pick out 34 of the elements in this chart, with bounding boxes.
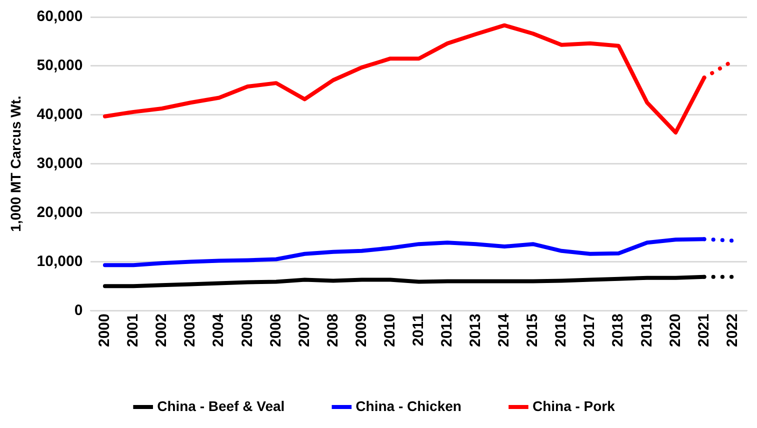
x-tick-label: 2009 <box>352 314 370 348</box>
x-tick-label: 2020 <box>666 314 684 348</box>
x-tick-label: 2003 <box>182 314 199 348</box>
x-tick-label: 2018 <box>610 314 627 348</box>
x-tick-label: 2019 <box>638 314 656 348</box>
x-tick-label: 2015 <box>524 314 542 348</box>
x-tick-label: 2006 <box>267 314 284 348</box>
x-tick-label: 2014 <box>496 312 513 348</box>
x-tick-label: 2011 <box>410 314 427 346</box>
y-tick-label: 40,000 <box>36 106 83 124</box>
y-tick-label: 50,000 <box>36 57 83 74</box>
x-tick-label: 2002 <box>153 314 170 348</box>
y-axis-title: 1,000 MT Carcus Wt. <box>7 96 24 232</box>
x-tick-label: 2004 <box>210 312 228 348</box>
x-tick-label: 2001 <box>124 314 142 348</box>
x-tick-label: 2010 <box>381 314 398 348</box>
legend-label: China - Chicken <box>356 398 462 414</box>
x-tick-label: 2022 <box>724 314 741 348</box>
legend-label: China - Pork <box>532 398 616 414</box>
x-tick-label: 2007 <box>296 314 313 348</box>
legend-label: China - Beef & Veal <box>157 398 285 414</box>
x-tick-label: 2012 <box>438 314 456 348</box>
x-tick-label: 2016 <box>552 314 570 348</box>
y-tick-label: 60,000 <box>36 8 83 26</box>
y-tick-label: 10,000 <box>36 252 83 270</box>
y-tick-label: 20,000 <box>36 204 83 221</box>
x-tick-label: 2008 <box>324 314 342 348</box>
x-tick-label: 2021 <box>695 314 712 348</box>
x-tick-label: 2005 <box>238 314 256 348</box>
y-tick-label: 30,000 <box>36 154 83 172</box>
x-tick-label: 2000 <box>96 314 114 348</box>
y-tick-label: 0 <box>74 302 83 319</box>
x-tick-label: 2013 <box>467 314 484 348</box>
x-tick-label: 2017 <box>581 314 598 348</box>
